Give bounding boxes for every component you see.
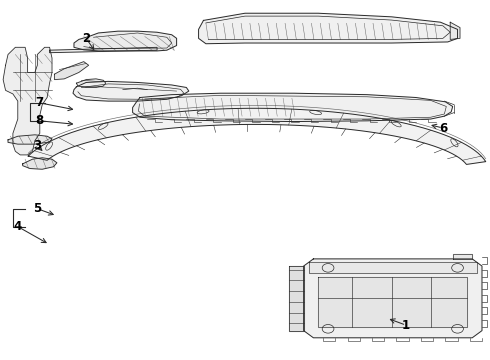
Polygon shape xyxy=(23,158,57,169)
Polygon shape xyxy=(3,47,52,155)
Polygon shape xyxy=(76,79,106,87)
Text: 7: 7 xyxy=(36,96,44,109)
Text: 8: 8 xyxy=(36,114,44,127)
Text: 2: 2 xyxy=(82,32,90,45)
Polygon shape xyxy=(198,13,458,44)
Polygon shape xyxy=(450,22,460,40)
Text: 5: 5 xyxy=(33,202,42,215)
Polygon shape xyxy=(73,81,189,101)
Text: 1: 1 xyxy=(402,319,410,332)
Text: 6: 6 xyxy=(439,122,447,135)
Polygon shape xyxy=(133,93,453,122)
Polygon shape xyxy=(318,277,467,327)
Polygon shape xyxy=(49,47,157,53)
Text: 4: 4 xyxy=(14,220,22,233)
Polygon shape xyxy=(304,259,482,338)
Text: 3: 3 xyxy=(33,139,41,152)
Polygon shape xyxy=(309,262,477,273)
Polygon shape xyxy=(28,108,486,165)
Polygon shape xyxy=(74,31,176,51)
Polygon shape xyxy=(54,62,89,80)
Polygon shape xyxy=(289,266,304,330)
Polygon shape xyxy=(8,135,52,144)
Polygon shape xyxy=(453,253,472,259)
